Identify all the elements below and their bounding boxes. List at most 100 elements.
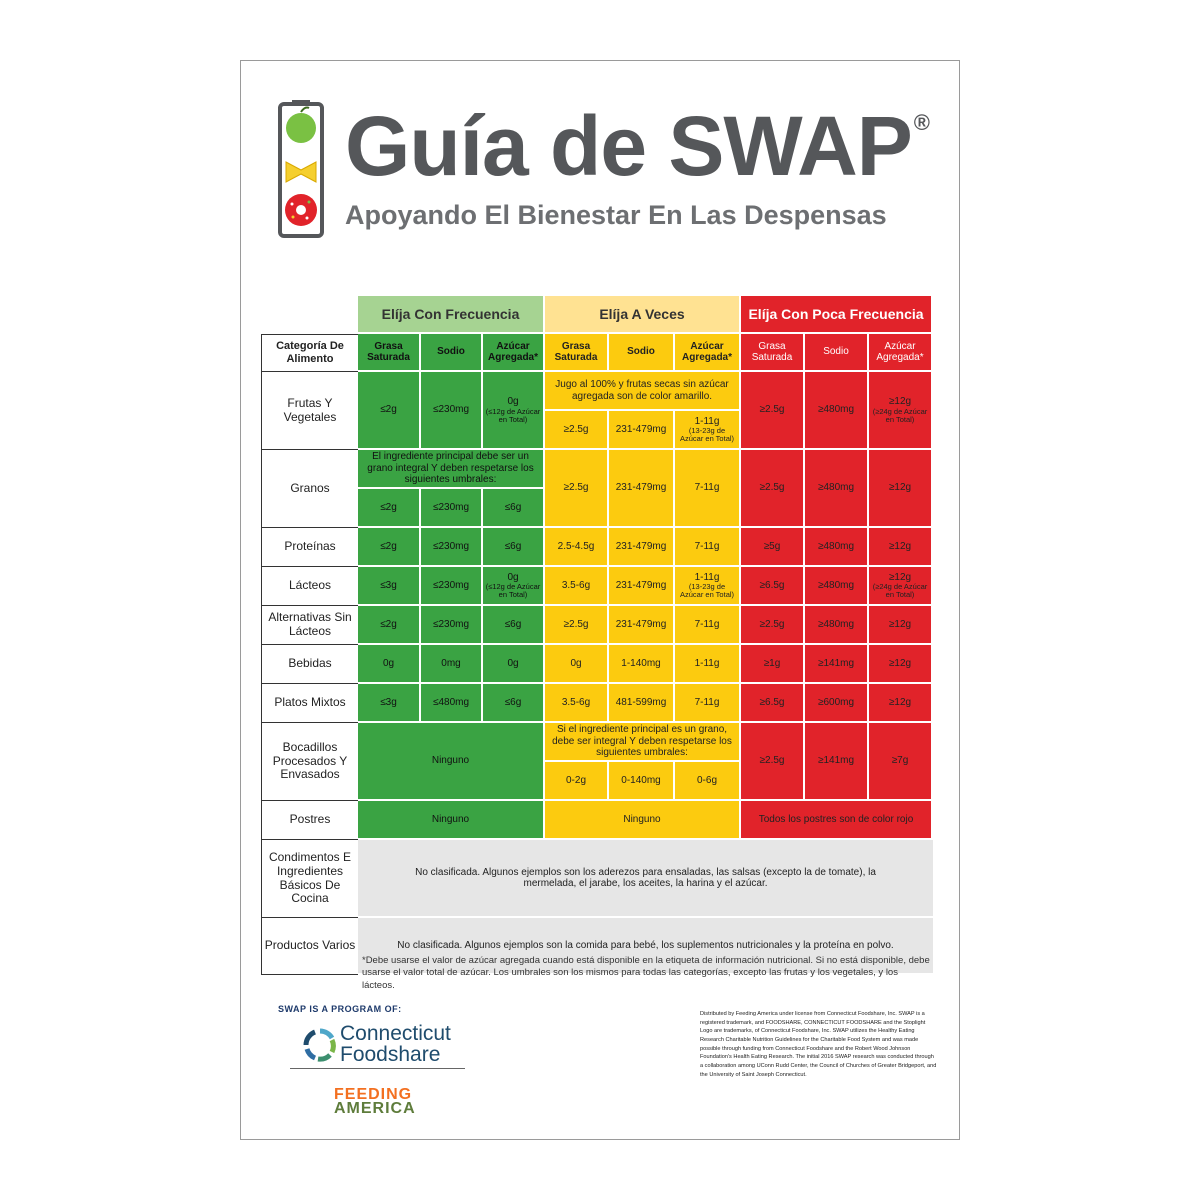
value-cell: ≥2.5g xyxy=(545,450,609,528)
value-cell: ≤6g xyxy=(483,489,545,528)
value-cell: ≤3g xyxy=(358,567,421,606)
value-cell: ≥480mg xyxy=(805,450,869,528)
value-cell: ≥141mg xyxy=(805,723,869,801)
value-cell: ≥6.5g xyxy=(741,684,805,723)
value-cell: 231-479mg xyxy=(609,528,675,567)
value-cell: ≤6g xyxy=(483,606,545,645)
group-often-header: Elíja Con Frecuencia xyxy=(358,296,545,334)
value-cell: 231-479mg xyxy=(609,450,675,528)
column-header: Azúcar Agregada* xyxy=(869,334,933,372)
value-cell: 0mg xyxy=(421,645,483,684)
category-label: Frutas Y Vegetales xyxy=(261,372,358,450)
value-cell: ≤230mg xyxy=(421,606,483,645)
column-header: Azúcar Agregada* xyxy=(675,334,741,372)
category-label: Bocadillos Procesados Y Envasados xyxy=(261,723,358,801)
value-cell: 1-140mg xyxy=(609,645,675,684)
value-cell: 0g xyxy=(545,645,609,684)
value-cell: ≤230mg xyxy=(421,567,483,606)
feeding-america-line1: FEEDING xyxy=(334,1086,413,1103)
logo-divider xyxy=(290,1068,465,1069)
feeding-america-line2: AMERICA xyxy=(334,1100,416,1117)
value-cell: ≥12g (≥24g de Azúcar en Total) xyxy=(869,372,933,450)
value-cell: Ninguno xyxy=(545,801,741,840)
value-cell: 1-11g (13-23g de Azúcar en Total) xyxy=(675,567,741,606)
value-cell: ≥7g xyxy=(869,723,933,801)
value-cell: 7-11g xyxy=(675,528,741,567)
connecticut-foodshare-name: Connecticut Foodshare xyxy=(340,1022,451,1066)
value-cell: 481-599mg xyxy=(609,684,675,723)
value-cell: 0g (≤12g de Azúcar en Total) xyxy=(483,372,545,450)
value-cell: ≤2g xyxy=(358,372,421,450)
value-cell: ≥12g xyxy=(869,684,933,723)
category-label: Granos xyxy=(261,450,358,528)
column-header: Sodio xyxy=(421,334,483,372)
value-cell: ≥1g xyxy=(741,645,805,684)
note-cell: Jugo al 100% y frutas secas sin azúcar a… xyxy=(545,372,741,411)
group-rarely-header: Elíja Con Poca Frecuencia xyxy=(741,296,933,334)
category-header: Categoría De Alimento xyxy=(261,334,358,372)
value-cell: 0g (≤12g de Azúcar en Total) xyxy=(483,567,545,606)
column-header: Grasa Saturada xyxy=(545,334,609,372)
column-header: Azúcar Agregada* xyxy=(483,334,545,372)
value-cell: 0g xyxy=(358,645,421,684)
column-header: Grasa Saturada xyxy=(358,334,421,372)
value-cell: 1-11g (13-23g de Azúcar en Total) xyxy=(675,411,741,450)
value-cell: ≥12g xyxy=(869,528,933,567)
category-label: Bebidas xyxy=(261,645,358,684)
value-cell: ≥480mg xyxy=(805,372,869,450)
value-cell: ≥2.5g xyxy=(545,606,609,645)
value-cell: ≤6g xyxy=(483,528,545,567)
value-cell: 2.5-4.5g xyxy=(545,528,609,567)
value-cell: 3.5-6g xyxy=(545,684,609,723)
note-cell: Si el ingrediente principal es un grano,… xyxy=(545,723,741,762)
value-cell: Todos los postres son de color rojo xyxy=(741,801,933,840)
value-cell: 231-479mg xyxy=(609,567,675,606)
group-sometimes-header: Elíja A Veces xyxy=(545,296,741,334)
category-label: Alternativas Sin Lácteos xyxy=(261,606,358,645)
category-label: Lácteos xyxy=(261,567,358,606)
legal-text: Distributed by Feeding America under lic… xyxy=(700,1011,937,1078)
value-cell: ≥12g xyxy=(869,606,933,645)
unclassified-cell: No clasificada. Algunos ejemplos son la … xyxy=(358,918,933,975)
category-label: Productos Varios xyxy=(261,918,358,975)
value-cell: ≥2.5g xyxy=(741,450,805,528)
value-cell: ≥480mg xyxy=(805,606,869,645)
value-cell: ≤2g xyxy=(358,606,421,645)
program-label: SWAP IS A PROGRAM OF: xyxy=(278,1004,402,1014)
footnote: *Debe usarse el valor de azúcar agregada… xyxy=(362,955,930,991)
category-label: Proteínas xyxy=(261,528,358,567)
value-cell: ≥2.5g xyxy=(741,723,805,801)
value-cell: ≤230mg xyxy=(421,528,483,567)
value-cell: ≥5g xyxy=(741,528,805,567)
swap-table: Elíja Con Frecuencia Elíja A Veces Elíja… xyxy=(261,296,939,1014)
value-cell: 231-479mg xyxy=(609,606,675,645)
stoplight-logo-icon xyxy=(278,100,324,238)
value-cell: 7-11g xyxy=(675,684,741,723)
value-cell: ≥6.5g xyxy=(741,567,805,606)
value-cell: ≤2g xyxy=(358,489,421,528)
category-label: Platos Mixtos xyxy=(261,684,358,723)
page-title: Guía de SWAP® xyxy=(345,99,930,193)
category-label: Postres xyxy=(261,801,358,840)
value-cell: ≥2.5g xyxy=(741,606,805,645)
note-cell: El ingrediente principal debe ser un gra… xyxy=(358,450,545,489)
value-cell: ≤230mg xyxy=(421,372,483,450)
value-cell: 7-11g xyxy=(675,606,741,645)
value-cell: ≤6g xyxy=(483,684,545,723)
connecticut-foodshare-logo-icon xyxy=(303,1028,336,1062)
value-cell: ≥2.5g xyxy=(545,411,609,450)
value-cell: ≤3g xyxy=(358,684,421,723)
value-cell: 0-2g xyxy=(545,762,609,801)
value-cell: ≥12g xyxy=(869,450,933,528)
value-cell: 0-6g xyxy=(675,762,741,801)
column-header: Grasa Saturada xyxy=(741,334,805,372)
value-cell: Ninguno xyxy=(358,801,545,840)
value-cell: 1-11g xyxy=(675,645,741,684)
category-label: Condimentos E Ingredientes Básicos De Co… xyxy=(261,840,358,918)
page-subtitle: Apoyando El Bienestar En Las Despensas xyxy=(345,200,887,230)
column-header: Sodio xyxy=(609,334,675,372)
value-cell: 7-11g xyxy=(675,450,741,528)
value-cell: 0g xyxy=(483,645,545,684)
value-cell: ≥141mg xyxy=(805,645,869,684)
value-cell: ≥12g (≥24g de Azúcar en Total) xyxy=(869,567,933,606)
